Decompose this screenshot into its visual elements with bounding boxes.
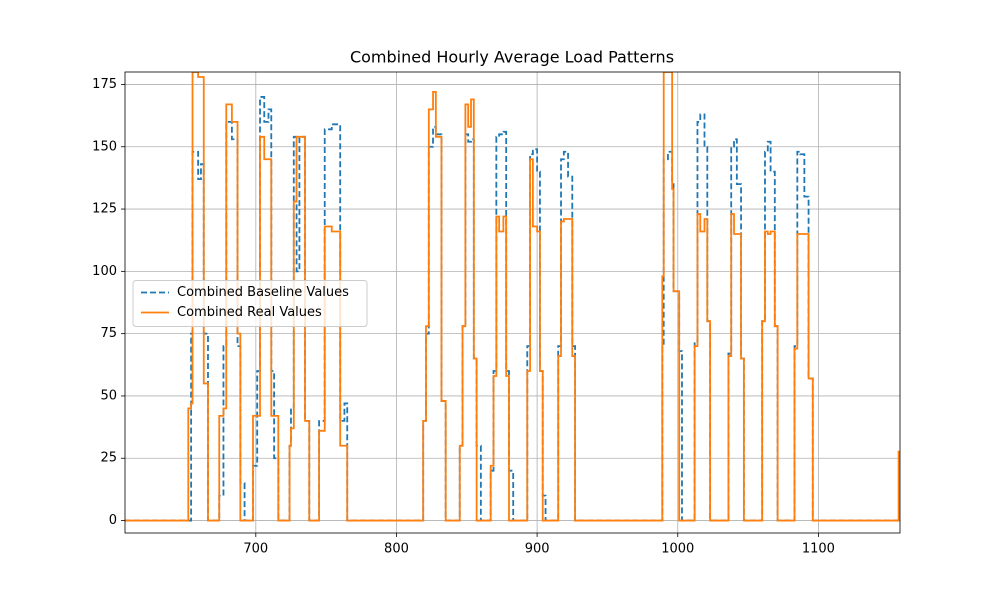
legend-label: Combined Baseline Values — [177, 285, 349, 300]
x-tick-label: 700 — [243, 542, 268, 557]
x-tick-label: 900 — [525, 542, 550, 557]
x-tick-label: 1000 — [661, 542, 694, 557]
legend-label: Combined Real Values — [177, 305, 322, 320]
chart-title: Combined Hourly Average Load Patterns — [350, 48, 674, 67]
y-tick-label: 150 — [92, 139, 117, 154]
series-line — [125, 72, 900, 522]
y-tick-label: 50 — [100, 388, 117, 403]
y-tick-label: 75 — [100, 326, 117, 341]
y-tick-label: 175 — [92, 77, 117, 92]
x-tick-label: 800 — [384, 542, 409, 557]
y-tick-label: 25 — [100, 451, 117, 466]
x-tick-label: 1100 — [802, 542, 835, 557]
series-line — [125, 96, 899, 522]
y-tick-label: 0 — [109, 513, 117, 528]
y-tick-label: 125 — [92, 202, 117, 217]
legend-box — [132, 280, 368, 327]
y-tick-label: 100 — [92, 264, 117, 279]
plot-frame — [124, 71, 901, 534]
